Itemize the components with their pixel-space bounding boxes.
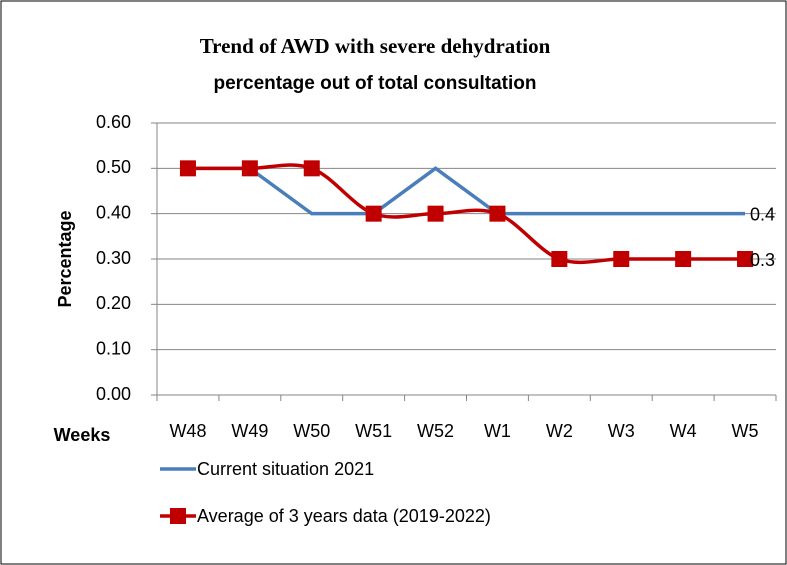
y-tick-label: 0.50	[96, 157, 131, 177]
x-tick-label: W1	[484, 421, 511, 441]
x-tick-label: W5	[732, 421, 759, 441]
marker	[365, 205, 382, 222]
chart-title: percentage out of total consultation	[213, 73, 536, 94]
marker	[241, 160, 258, 177]
x-tick-label: W48	[169, 421, 206, 441]
legend-label: Average of 3 years data (2019-2022)	[197, 506, 491, 526]
y-tick-label: 0.30	[96, 248, 131, 268]
x-tick-label: W4	[670, 421, 697, 441]
x-tick-label: W52	[417, 421, 454, 441]
series-line	[187, 166, 746, 216]
chart-title: Trend of AWD with severe dehydration	[200, 34, 551, 58]
x-tick-label: W2	[546, 421, 573, 441]
y-tick-label: 0.10	[96, 338, 131, 358]
x-tick-label: W49	[231, 421, 268, 441]
y-tick-label: 0.60	[96, 112, 131, 132]
data-label: 0.4	[750, 204, 775, 224]
marker	[737, 251, 754, 267]
y-tick-label: 0.20	[96, 293, 131, 313]
marker	[303, 160, 320, 177]
y-tick-label: 0.00	[96, 384, 131, 404]
marker	[427, 205, 444, 222]
marker	[613, 251, 630, 267]
y-axis-label: Percentage	[55, 210, 75, 307]
x-axis-label: Weeks	[54, 425, 111, 445]
legend-marker	[170, 508, 186, 524]
legend-label: Current situation 2021	[197, 459, 374, 479]
marker	[675, 251, 692, 267]
marker	[489, 205, 506, 222]
marker	[551, 251, 568, 267]
x-tick-label: W51	[355, 421, 392, 441]
data-label: 0.3	[750, 250, 775, 270]
marker	[179, 160, 196, 177]
x-tick-label: W50	[293, 421, 330, 441]
series-line	[187, 163, 746, 265]
x-tick-label: W3	[608, 421, 635, 441]
y-tick-label: 0.40	[96, 202, 131, 222]
